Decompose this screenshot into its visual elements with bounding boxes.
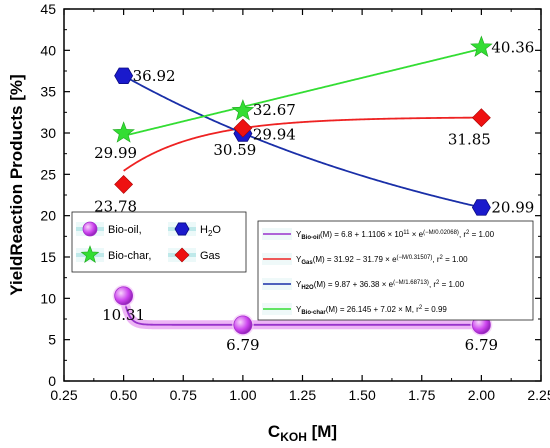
h2o-data-label: 20.99 bbox=[491, 198, 534, 216]
equation-box-frame bbox=[257, 220, 534, 321]
biochar-marker bbox=[470, 35, 493, 57]
biochar-data-label: 40.36 bbox=[491, 38, 534, 56]
y-tick-label: 10 bbox=[40, 290, 56, 306]
y-tick-label: 15 bbox=[40, 249, 56, 265]
biochar-data-label: 32.67 bbox=[253, 101, 296, 119]
biochar-marker bbox=[231, 99, 255, 121]
biochar-data-label: 29.99 bbox=[94, 144, 137, 162]
x-tick-label: 0.50 bbox=[110, 387, 137, 403]
gas-legend-marker bbox=[174, 247, 190, 263]
x-tick-label: 0.25 bbox=[50, 387, 77, 403]
h2o-fit-curve bbox=[123, 75, 482, 209]
fit-equation: YBio-char(M) = 26.145 + 7.02 × M, r2 = 0… bbox=[296, 305, 447, 316]
x-tick-label: 2.25 bbox=[527, 387, 550, 403]
biooil-data-label: 6.79 bbox=[465, 336, 498, 354]
legend: Bio-oil, H2O Bio-char, Gas bbox=[71, 211, 247, 273]
biooil-marker-shape bbox=[114, 286, 134, 306]
x-axis-title: CKOH [M] bbox=[268, 422, 337, 444]
fit-equation: YBio-oil(M) = 6.8 + 1.1106 × 1011 × e(−M… bbox=[296, 230, 495, 241]
biooil-marker bbox=[114, 286, 134, 306]
y-tick-label: 35 bbox=[40, 84, 56, 100]
biooil-legend-marker bbox=[82, 221, 98, 237]
gas-data-label: 23.78 bbox=[94, 197, 137, 215]
h2o-data-label: 29.94 bbox=[253, 125, 296, 143]
h2o-marker bbox=[471, 199, 491, 216]
gas-data-label: 31.85 bbox=[448, 131, 491, 149]
y-tick-label: 25 bbox=[40, 166, 56, 182]
y-tick-label: 40 bbox=[40, 42, 56, 58]
gas-legend-label: Gas bbox=[200, 250, 221, 262]
biooil-data-label: 10.31 bbox=[102, 306, 145, 324]
data-labels: 10.31 6.79 6.79 36.92 29.94 20.99 29.99 32.67 40… bbox=[94, 38, 534, 354]
x-tick-label: 0.75 bbox=[170, 387, 197, 403]
biooil-marker-shape bbox=[233, 315, 253, 335]
x-tick-label: 1.50 bbox=[349, 387, 376, 403]
biooil-legend-marker-shape bbox=[82, 221, 98, 237]
biooil-fit-curve bbox=[122, 295, 482, 326]
gas-data-label: 30.59 bbox=[213, 141, 256, 159]
biochar-marker bbox=[112, 121, 135, 143]
y-tick-label: 30 bbox=[40, 125, 56, 141]
biooil-marker bbox=[233, 315, 253, 335]
biooil-legend-label: Bio-oil, bbox=[108, 224, 142, 236]
gas-marker bbox=[114, 174, 134, 194]
x-tick-label: 1.00 bbox=[229, 387, 256, 403]
gas-fit-curve bbox=[123, 116, 482, 172]
legend-box bbox=[71, 211, 247, 273]
h2o-data-label: 36.92 bbox=[133, 67, 176, 85]
gas-marker bbox=[233, 118, 253, 138]
y-axis-title: YieldReaction Products [%] bbox=[7, 74, 26, 295]
y-tick-label: 20 bbox=[40, 208, 56, 224]
h2o-legend-marker bbox=[174, 222, 190, 236]
equation-box: YBio-oil(M) = 6.8 + 1.1106 × 1011 × e(−M… bbox=[257, 220, 534, 321]
gas-marker bbox=[471, 108, 491, 128]
y-tick-label: 5 bbox=[48, 332, 56, 348]
biochar-fit-curve bbox=[123, 47, 482, 137]
biooil-data-label: 6.79 bbox=[226, 336, 259, 354]
fit-equation: YH2O(M) = 9.87 + 36.38 × e(−M/1.68713), … bbox=[296, 280, 465, 291]
h2o-marker bbox=[114, 67, 134, 84]
y-tick-label: 0 bbox=[48, 373, 56, 389]
axes: 0.25 0.50 0.75 1.00 1.25 1.50 1.75 2.00 2.25 0 5 10… bbox=[7, 1, 550, 444]
data-markers bbox=[112, 35, 493, 336]
biochar-legend-label: Bio-char, bbox=[108, 250, 151, 262]
fit-curves bbox=[119, 47, 486, 330]
x-tick-label: 1.75 bbox=[408, 387, 435, 403]
x-tick-label: 2.00 bbox=[468, 387, 495, 403]
biochar-legend-marker bbox=[80, 245, 100, 263]
y-tick-label: 45 bbox=[40, 1, 56, 17]
h2o-legend-label: H2O bbox=[200, 224, 221, 238]
x-tick-label: 1.25 bbox=[289, 387, 316, 403]
fit-equation: YGas(M) = 31.92 − 31.79 × e(−M/0.31507),… bbox=[296, 255, 468, 266]
